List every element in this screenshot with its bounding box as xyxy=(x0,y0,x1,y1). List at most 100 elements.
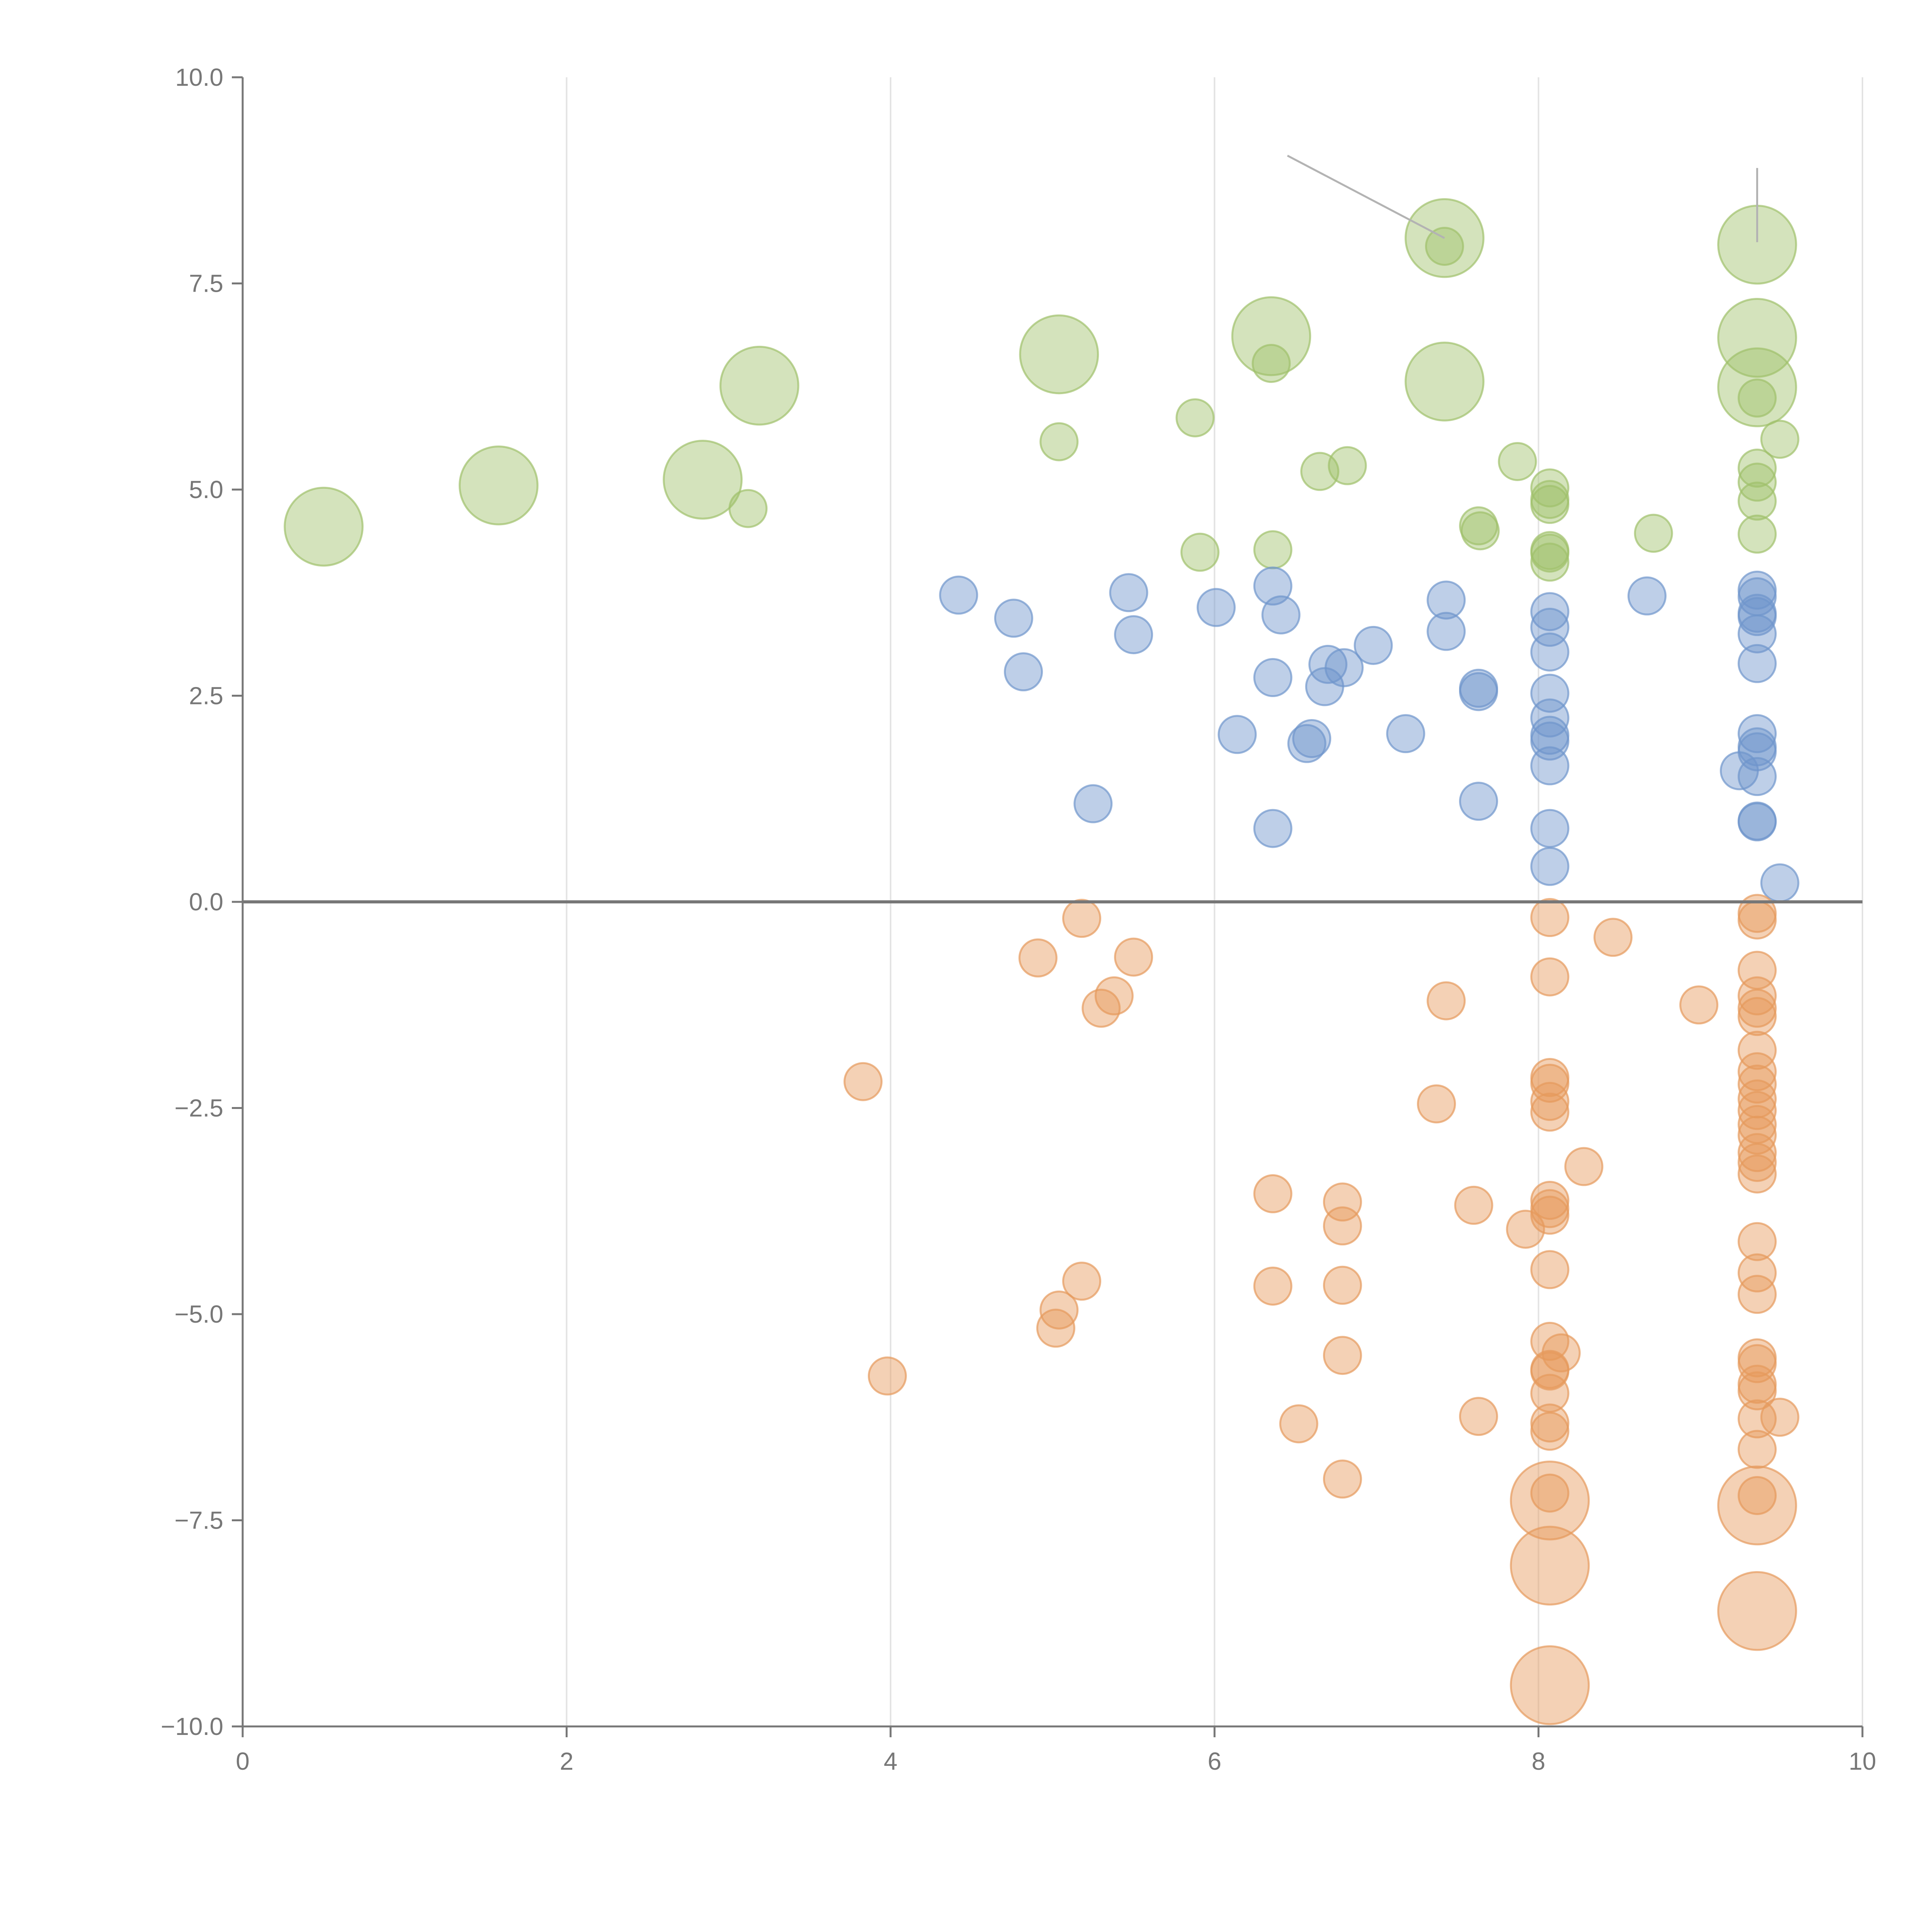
x-tick-label: 8 xyxy=(1532,1747,1546,1775)
green-bubble-3 xyxy=(663,440,743,520)
orange-bubble-3 xyxy=(1114,937,1153,977)
blue-bubble-7 xyxy=(1196,588,1236,627)
blue-bubble-20 xyxy=(1427,580,1466,620)
blue-bubble-8 xyxy=(1218,715,1257,754)
y-tick-label: −2.5 xyxy=(175,1094,223,1122)
orange-bubble-76 xyxy=(1760,1398,1799,1437)
blue-bubble-23 xyxy=(1459,672,1498,711)
orange-bubble-54 xyxy=(1738,1031,1777,1070)
orange-bubble-16 xyxy=(1323,1265,1362,1305)
orange-bubble-17 xyxy=(1323,1336,1362,1375)
orange-bubble-7 xyxy=(867,1356,907,1396)
y-tick-label: 7.5 xyxy=(189,270,223,298)
orange-bubble-24 xyxy=(1530,898,1570,937)
green-bubble-33 xyxy=(1738,449,1777,488)
green-bubble-17 xyxy=(1405,342,1485,422)
orange-bubble-13 xyxy=(1279,1404,1318,1444)
orange-bubble-43 xyxy=(1510,1645,1590,1725)
green-bubble-12 xyxy=(1253,530,1293,570)
orange-bubble-33 xyxy=(1530,1250,1570,1289)
orange-bubble-39 xyxy=(1530,1412,1570,1451)
orange-bubble-68 xyxy=(1738,1344,1777,1383)
orange-bubble-8 xyxy=(1062,1262,1101,1301)
green-bubble-11 xyxy=(1252,344,1291,383)
blue-bubble-5 xyxy=(1114,615,1153,655)
orange-bubble-29 xyxy=(1530,1092,1570,1132)
orange-bubble-47 xyxy=(1679,985,1719,1025)
orange-bubble-52 xyxy=(1738,988,1777,1028)
y-tick-label: −5.0 xyxy=(175,1300,223,1328)
orange-bubble-15 xyxy=(1323,1206,1362,1246)
blue-bubble-11 xyxy=(1253,658,1293,697)
orange-bubble-19 xyxy=(1427,981,1466,1020)
orange-bubble-53 xyxy=(1738,997,1777,1036)
orange-bubble-66 xyxy=(1738,1275,1777,1314)
orange-bubble-49 xyxy=(1738,900,1777,940)
x-tick-label: 10 xyxy=(1849,1747,1876,1775)
orange-bubble-36 xyxy=(1530,1351,1570,1391)
blue-bubble-46 xyxy=(1738,757,1777,796)
green-bubble-14 xyxy=(1328,446,1367,485)
green-bubble-26 xyxy=(1530,543,1570,582)
y-tick-label: −7.5 xyxy=(175,1507,223,1534)
blue-bubble-4 xyxy=(1109,573,1148,612)
y-tick-label: 2.5 xyxy=(189,682,223,710)
annotation-leader-line-1 xyxy=(1287,155,1445,239)
orange-bubble-64 xyxy=(1738,1222,1777,1261)
green-bubble-31 xyxy=(1738,378,1777,418)
y-axis-ticks: 10.0 7.5 5.0 2.5 0.0 −2.5 −5.0 −7.5 −10.0 xyxy=(161,63,243,1740)
orange-bubble-46 xyxy=(1593,918,1633,957)
x-axis-ticks: 0 2 4 6 8 10 xyxy=(236,1726,1876,1775)
x-tick-label: 0 xyxy=(236,1747,250,1775)
orange-bubble-71 xyxy=(1738,1399,1777,1439)
blue-bubble-14 xyxy=(1287,724,1327,763)
green-bubble-21 xyxy=(1530,468,1570,508)
blue-bubble-48 xyxy=(1738,802,1777,842)
blue-bubble-34 xyxy=(1530,847,1570,886)
blue-bubble-13 xyxy=(1292,719,1332,758)
green-bubble-2 xyxy=(459,446,539,526)
orange-bubble-65 xyxy=(1738,1253,1777,1293)
orange-bubble-41 xyxy=(1510,1460,1590,1541)
green-bubble-5 xyxy=(728,489,768,528)
orange-bubble-2 xyxy=(1018,938,1058,978)
green-bubble-1 xyxy=(284,486,364,567)
blue-bubble-10 xyxy=(1261,595,1301,634)
blue-bubble-35 xyxy=(1627,576,1667,616)
x-tick-label: 2 xyxy=(560,1747,574,1775)
blue-bubble-6 xyxy=(1073,784,1113,823)
green-bubble-23 xyxy=(1530,485,1570,524)
series-orange xyxy=(844,894,1799,1725)
blue-bubble-32 xyxy=(1530,746,1570,786)
green-bubble-20 xyxy=(1498,442,1537,481)
green-bubble-6 xyxy=(1019,314,1099,395)
orange-bubble-25 xyxy=(1530,957,1570,997)
orange-bubble-73 xyxy=(1738,1476,1777,1515)
orange-bubble-63 xyxy=(1738,1154,1777,1194)
orange-bubble-20 xyxy=(1417,1084,1456,1124)
y-tick-label: 5.0 xyxy=(189,476,223,503)
blue-bubble-21 xyxy=(1427,612,1466,651)
orange-bubble-11 xyxy=(1253,1174,1293,1213)
blue-bubble-40 xyxy=(1738,614,1777,653)
blue-bubble-25 xyxy=(1530,592,1570,631)
annotation-lines xyxy=(1287,155,1759,242)
orange-bubble-1 xyxy=(1062,899,1101,938)
y-tick-label: −10.0 xyxy=(161,1713,223,1740)
orange-bubble-61 xyxy=(1738,1133,1777,1172)
orange-bubble-5 xyxy=(1082,988,1121,1028)
blue-bubble-3 xyxy=(1004,652,1043,692)
blue-bubble-19 xyxy=(1386,714,1425,753)
orange-bubble-40 xyxy=(1530,1473,1570,1513)
green-bubble-30 xyxy=(1717,347,1797,427)
orange-bubble-12 xyxy=(1253,1266,1293,1306)
orange-bubble-70 xyxy=(1738,1371,1777,1410)
blue-bubble-24 xyxy=(1459,782,1498,821)
orange-bubble-55 xyxy=(1738,1052,1777,1092)
bubble-layer xyxy=(284,198,1799,1725)
blue-bubble-2 xyxy=(994,599,1033,638)
blue-bubble-27 xyxy=(1530,632,1570,672)
green-bubble-10 xyxy=(1231,296,1311,376)
green-bubble-19 xyxy=(1461,511,1500,551)
y-tick-label: 0.0 xyxy=(189,888,223,916)
